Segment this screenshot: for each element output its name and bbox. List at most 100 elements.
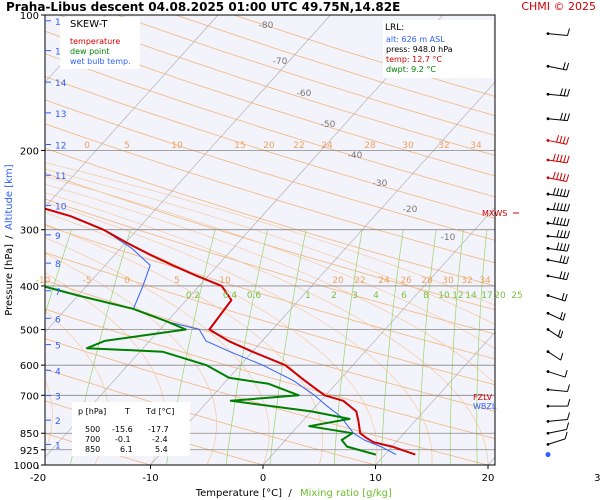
x-tick-label: 10: [369, 473, 382, 484]
barb-flag: [560, 330, 564, 339]
levels-row-850-p: 850: [85, 445, 100, 454]
x-axis-title-sep: /: [288, 488, 292, 499]
lower-label: 2: [331, 291, 337, 301]
barb-flag: [564, 293, 568, 302]
isotherm: [375, 331, 495, 465]
barb-flag: [563, 88, 567, 96]
upper-label: 20: [263, 141, 275, 151]
wind-barb: [546, 187, 570, 198]
wind-barb: [546, 311, 566, 321]
barb-staff: [547, 33, 568, 37]
barb-dot: [546, 117, 550, 121]
y-tick-label: 700: [20, 391, 39, 402]
barb-flag: [556, 202, 560, 211]
isotherm-label: -70: [273, 57, 288, 67]
upper-label: 10: [171, 141, 183, 151]
lower-label: 6: [401, 291, 407, 301]
barb-dot: [546, 388, 550, 392]
dry-adiabat: [45, 123, 495, 264]
x-tick-label: -10: [142, 473, 158, 484]
wind-barb: [546, 369, 568, 378]
lower-label: 1: [305, 291, 311, 301]
barb-flag: [563, 230, 567, 238]
altitude-tick-label: 2: [55, 417, 61, 427]
wind-barb: [546, 255, 570, 265]
barb-dot: [546, 158, 550, 162]
mixing-ratio-line: [333, 229, 363, 465]
wind-barb: [546, 399, 571, 408]
mixing-ratio-line: [269, 229, 307, 465]
lower-label: 17: [481, 291, 492, 301]
barb-flag: [563, 113, 567, 121]
lrl-dwpt: dwpt: 9.2 °C: [386, 65, 436, 74]
levels-row-850-td: 5.4: [155, 445, 168, 454]
barb-flag: [552, 171, 556, 179]
middle-label: 30: [442, 276, 454, 286]
barb-flag: [567, 399, 571, 407]
barb-staff: [547, 389, 568, 393]
barb-dot: [546, 443, 550, 446]
barb-staff: [547, 438, 566, 445]
barb-flag: [559, 154, 563, 162]
barb-flag: [566, 62, 570, 71]
altitude-tick-label: 14: [55, 79, 67, 89]
barb-flag: [556, 242, 560, 250]
barb-dot: [546, 207, 550, 211]
barb-dot: [546, 192, 550, 196]
dry-adiabat: [45, 53, 495, 198]
barb-flag: [556, 188, 560, 196]
plot-frame: [44, 14, 496, 466]
moist-adiabat: [45, 223, 323, 465]
x-tick-label: 0: [260, 473, 266, 484]
moist-adiabat: [45, 253, 217, 465]
y-tick-label: 100: [20, 11, 39, 22]
y-tick-label: 300: [20, 226, 39, 237]
barb-flag: [561, 292, 565, 301]
upper-label: 5: [124, 141, 130, 151]
barb-flag: [566, 422, 570, 430]
barb-dot: [546, 64, 550, 68]
wind-barb: [546, 88, 570, 97]
levels-table: p [hPa] T Td [°C] 500 -15.6 -17.7 700 -0…: [72, 402, 190, 456]
barb-dot: [546, 221, 550, 225]
altitude-tick-label: 12: [55, 142, 66, 152]
barb-flag: [556, 229, 560, 238]
lower-label: 0.2: [186, 291, 200, 301]
upper-label: 34: [470, 141, 482, 151]
dry-adiabat: [45, 279, 495, 412]
middle-label: 32: [461, 276, 472, 286]
barb-flag: [567, 230, 570, 239]
middle-label: 10: [219, 276, 231, 286]
barb-staff: [547, 294, 566, 302]
moist-adiabat: [45, 183, 495, 384]
barb-flag: [566, 256, 570, 264]
barb-flag: [562, 255, 566, 264]
y-tick-label: 925: [20, 446, 39, 457]
barb-flag: [563, 203, 567, 211]
lower-label: 0.4: [223, 291, 238, 301]
barb-dot: [546, 431, 550, 435]
barb-dot: [546, 32, 550, 36]
barb-flag: [562, 136, 566, 144]
mixing-ratio-line: [538, 230, 542, 465]
barb-staff: [547, 371, 566, 378]
altitude-tick-label: 5: [55, 342, 61, 352]
levels-row-850-t: 6.1: [120, 445, 133, 454]
levels-row-500-t: -15.6: [112, 425, 133, 434]
wind-barb: [546, 216, 570, 227]
upper-label: 22: [293, 141, 304, 151]
barb-flag: [566, 272, 570, 280]
barb-flag: [556, 154, 560, 162]
levels-row-500-td: -17.7: [148, 425, 169, 434]
y-axis-title-altitude: Altitude [km]: [4, 164, 15, 230]
upper-label: 24: [321, 141, 333, 151]
levels-header-td: Td [°C]: [145, 407, 174, 416]
barb-flag: [560, 352, 564, 361]
barb-staff: [547, 312, 564, 321]
barb-flag: [557, 329, 561, 337]
isotherm-label: -60: [297, 89, 312, 99]
altitude-tick-label: 8: [55, 260, 61, 270]
barb-flag: [563, 243, 567, 251]
altitude-tick-label: 4: [55, 367, 61, 377]
wind-barb: [546, 328, 564, 339]
